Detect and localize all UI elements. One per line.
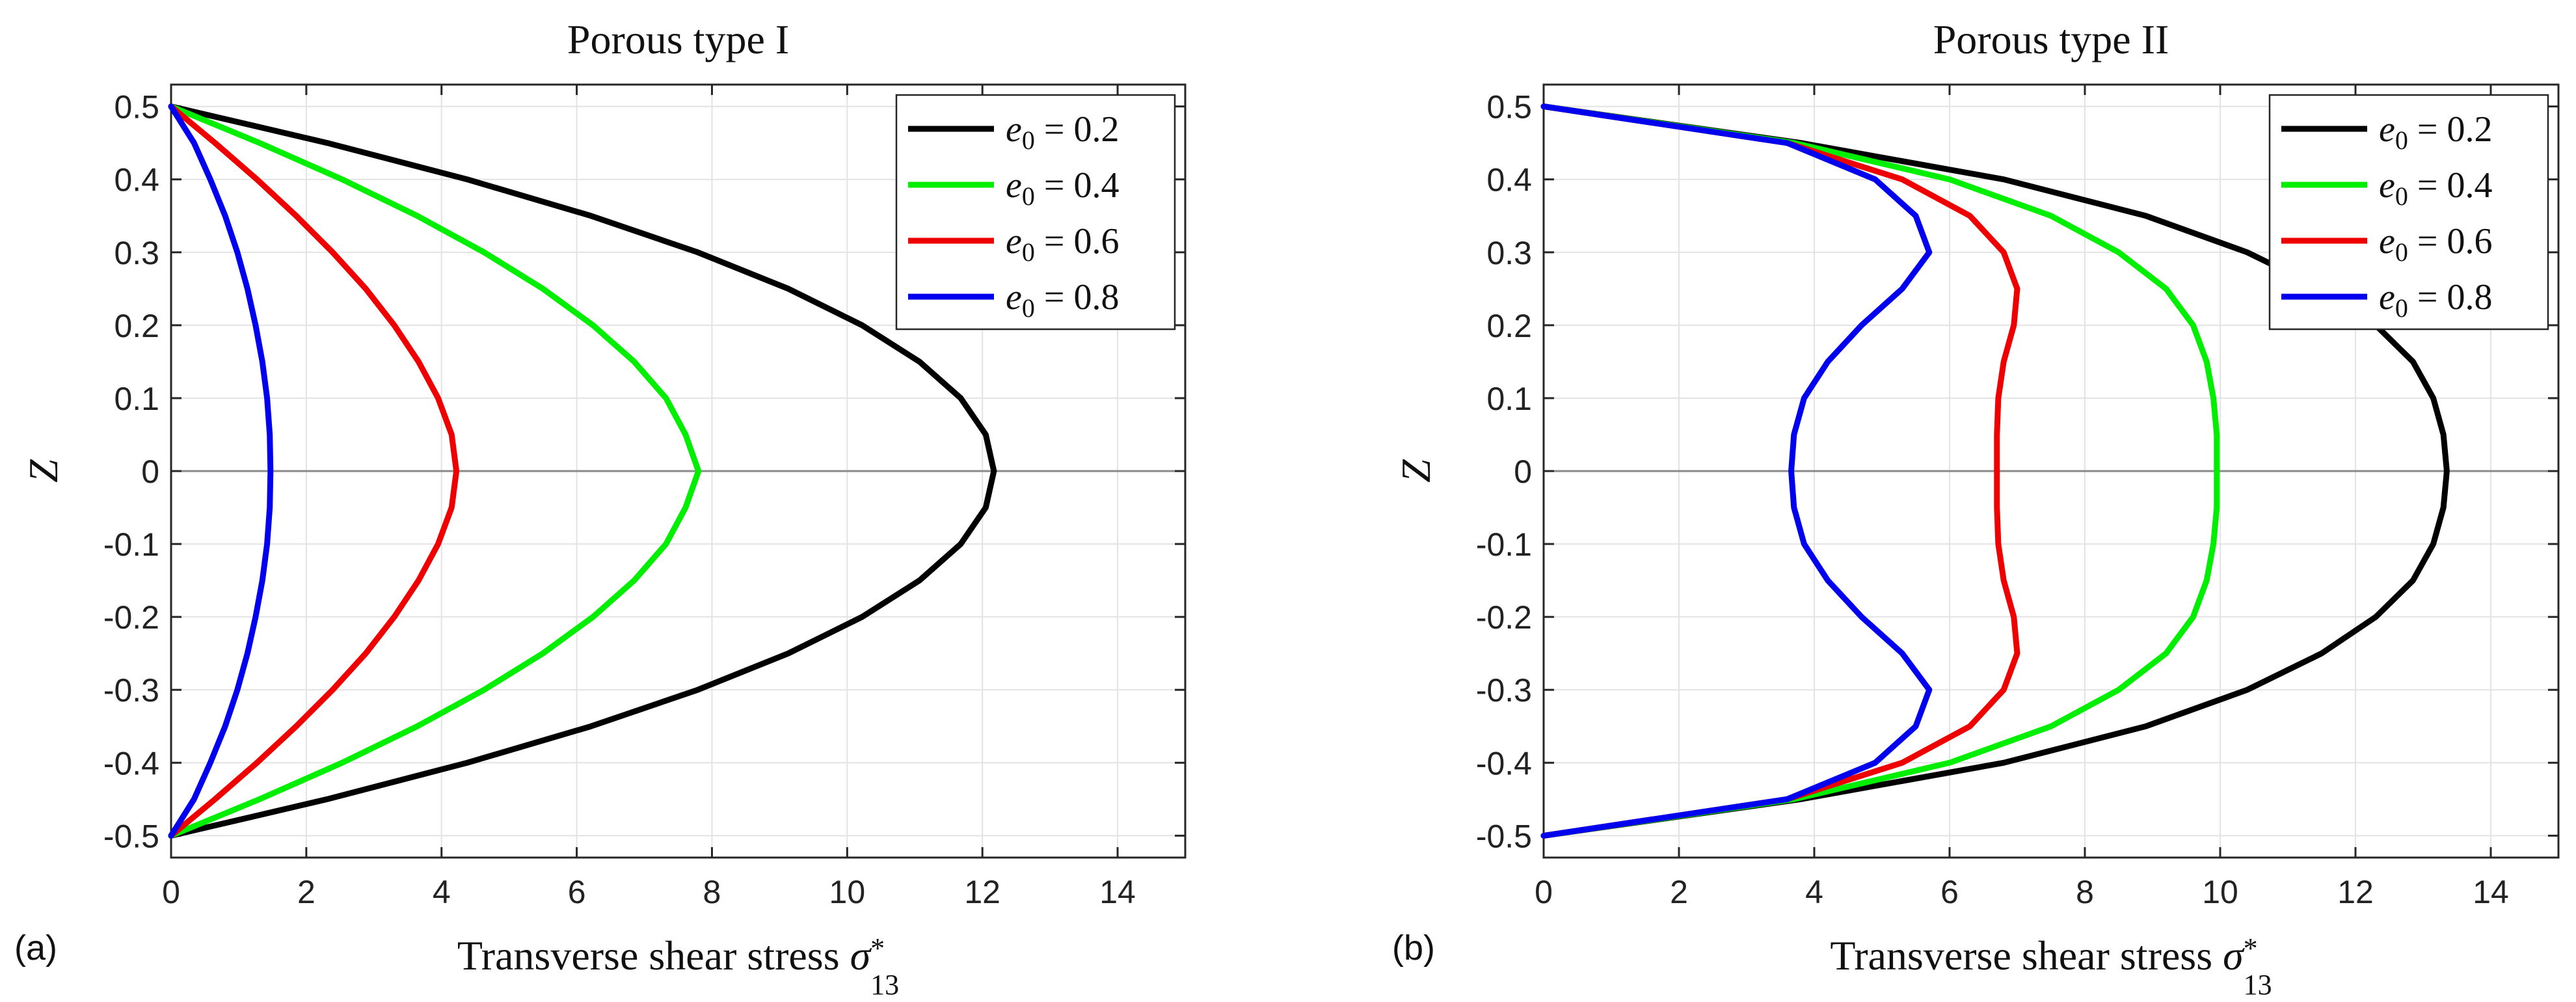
legend-entry-1: e0 = 0.4 [1006, 165, 1119, 211]
y-axis-label: Z [1393, 459, 1439, 483]
x-tick-label: 14 [2473, 874, 2509, 910]
x-tick-label: 12 [2337, 874, 2374, 910]
y-tick-label: -0.4 [1476, 745, 1532, 781]
x-tick-label: 0 [162, 874, 180, 910]
x-tick-label: 10 [829, 874, 866, 910]
x-tick-label: 6 [1940, 874, 1959, 910]
y-tick-label: 0.5 [114, 89, 159, 126]
y-tick-label: -0.3 [103, 672, 159, 709]
y-tick-label: 0.1 [1486, 381, 1532, 417]
y-tick-label: 0.2 [114, 308, 159, 344]
y-tick-label: -0.5 [103, 818, 159, 854]
y-tick-label: -0.2 [1476, 599, 1532, 636]
x-tick-label: 6 [568, 874, 586, 910]
y-tick-label: 0 [1514, 454, 1532, 490]
legend-box [2268, 94, 2549, 331]
legend: e0 = 0.2 e0 = 0.4 e0 = 0.6 e0 = 0.8 [2268, 94, 2549, 331]
legend-entry-3: e0 = 0.8 [1006, 277, 1119, 323]
legend: e0 = 0.2 e0 = 0.4 e0 = 0.6 e0 = 0.8 [895, 94, 1176, 331]
legend-entry-2: e0 = 0.6 [1006, 221, 1119, 267]
legend-entry-0: e0 = 0.2 [2379, 109, 2492, 155]
x-tick-label: 2 [297, 874, 315, 910]
x-axis-label: Transverse shear stress σ* 13 [1830, 932, 2272, 1001]
chart-title: Porous type II [1933, 16, 2169, 62]
y-tick-label: -0.3 [1476, 672, 1532, 709]
x-tick-label: 14 [1099, 874, 1136, 910]
y-tick-label: -0.5 [1476, 818, 1532, 854]
y-tick-label: 0.5 [1486, 89, 1532, 126]
y-tick-label: 0.1 [114, 381, 159, 417]
legend-box [895, 94, 1176, 331]
panel-b: 0 2 4 6 8 10 12 14 -0.5 -0.4 -0.3 -0.2 -0.1 0 0.1 0.2 0.… [1392, 16, 2560, 1001]
series-line-3 [168, 103, 274, 839]
panel-a: 0 2 4 6 8 10 12 14 -0.5 -0.4 -0.3 -0.2 -0.1 0 0.1 0.2 0.… [14, 16, 1187, 1001]
series-line-3 [1540, 103, 1933, 839]
x-tick-label: 0 [1535, 874, 1553, 910]
y-tick-label: 0 [141, 454, 159, 490]
x-tick-label: 8 [2076, 874, 2094, 910]
y-tick-label: 0.4 [1486, 162, 1532, 198]
legend-entry-2: e0 = 0.6 [2379, 221, 2492, 267]
series-line-1 [168, 103, 702, 839]
series-line-1 [1540, 103, 2220, 839]
series-line-0 [168, 103, 997, 839]
panel-label: (a) [14, 928, 57, 968]
chart-title: Porous type I [567, 16, 789, 62]
y-tick-label: -0.2 [103, 599, 159, 636]
series-line-0 [1540, 103, 2450, 839]
y-tick-label: -0.1 [1476, 526, 1532, 563]
x-tick-label: 10 [2202, 874, 2238, 910]
x-axis-label: Transverse shear stress σ* 13 [457, 932, 899, 1001]
legend-entry-3: e0 = 0.8 [2379, 277, 2492, 323]
y-tick-label: 0.4 [114, 162, 159, 198]
x-tick-label: 8 [703, 874, 721, 910]
panel-label: (b) [1392, 928, 1435, 968]
legend-entry-0: e0 = 0.2 [1006, 109, 1119, 155]
y-axis-label: Z [20, 459, 66, 483]
x-tick-label: 2 [1670, 874, 1688, 910]
series-line-2 [1540, 103, 2020, 839]
y-tick-label: 0.3 [1486, 235, 1532, 271]
y-tick-label: -0.4 [103, 745, 159, 781]
x-tick-label: 12 [964, 874, 1000, 910]
x-tick-label: 4 [1805, 874, 1823, 910]
legend-entry-1: e0 = 0.4 [2379, 165, 2492, 211]
x-tick-label: 4 [433, 874, 451, 910]
y-tick-label: -0.1 [103, 526, 159, 563]
y-tick-label: 0.2 [1486, 308, 1532, 344]
series-line-2 [168, 103, 460, 839]
y-tick-label: 0.3 [114, 235, 159, 271]
